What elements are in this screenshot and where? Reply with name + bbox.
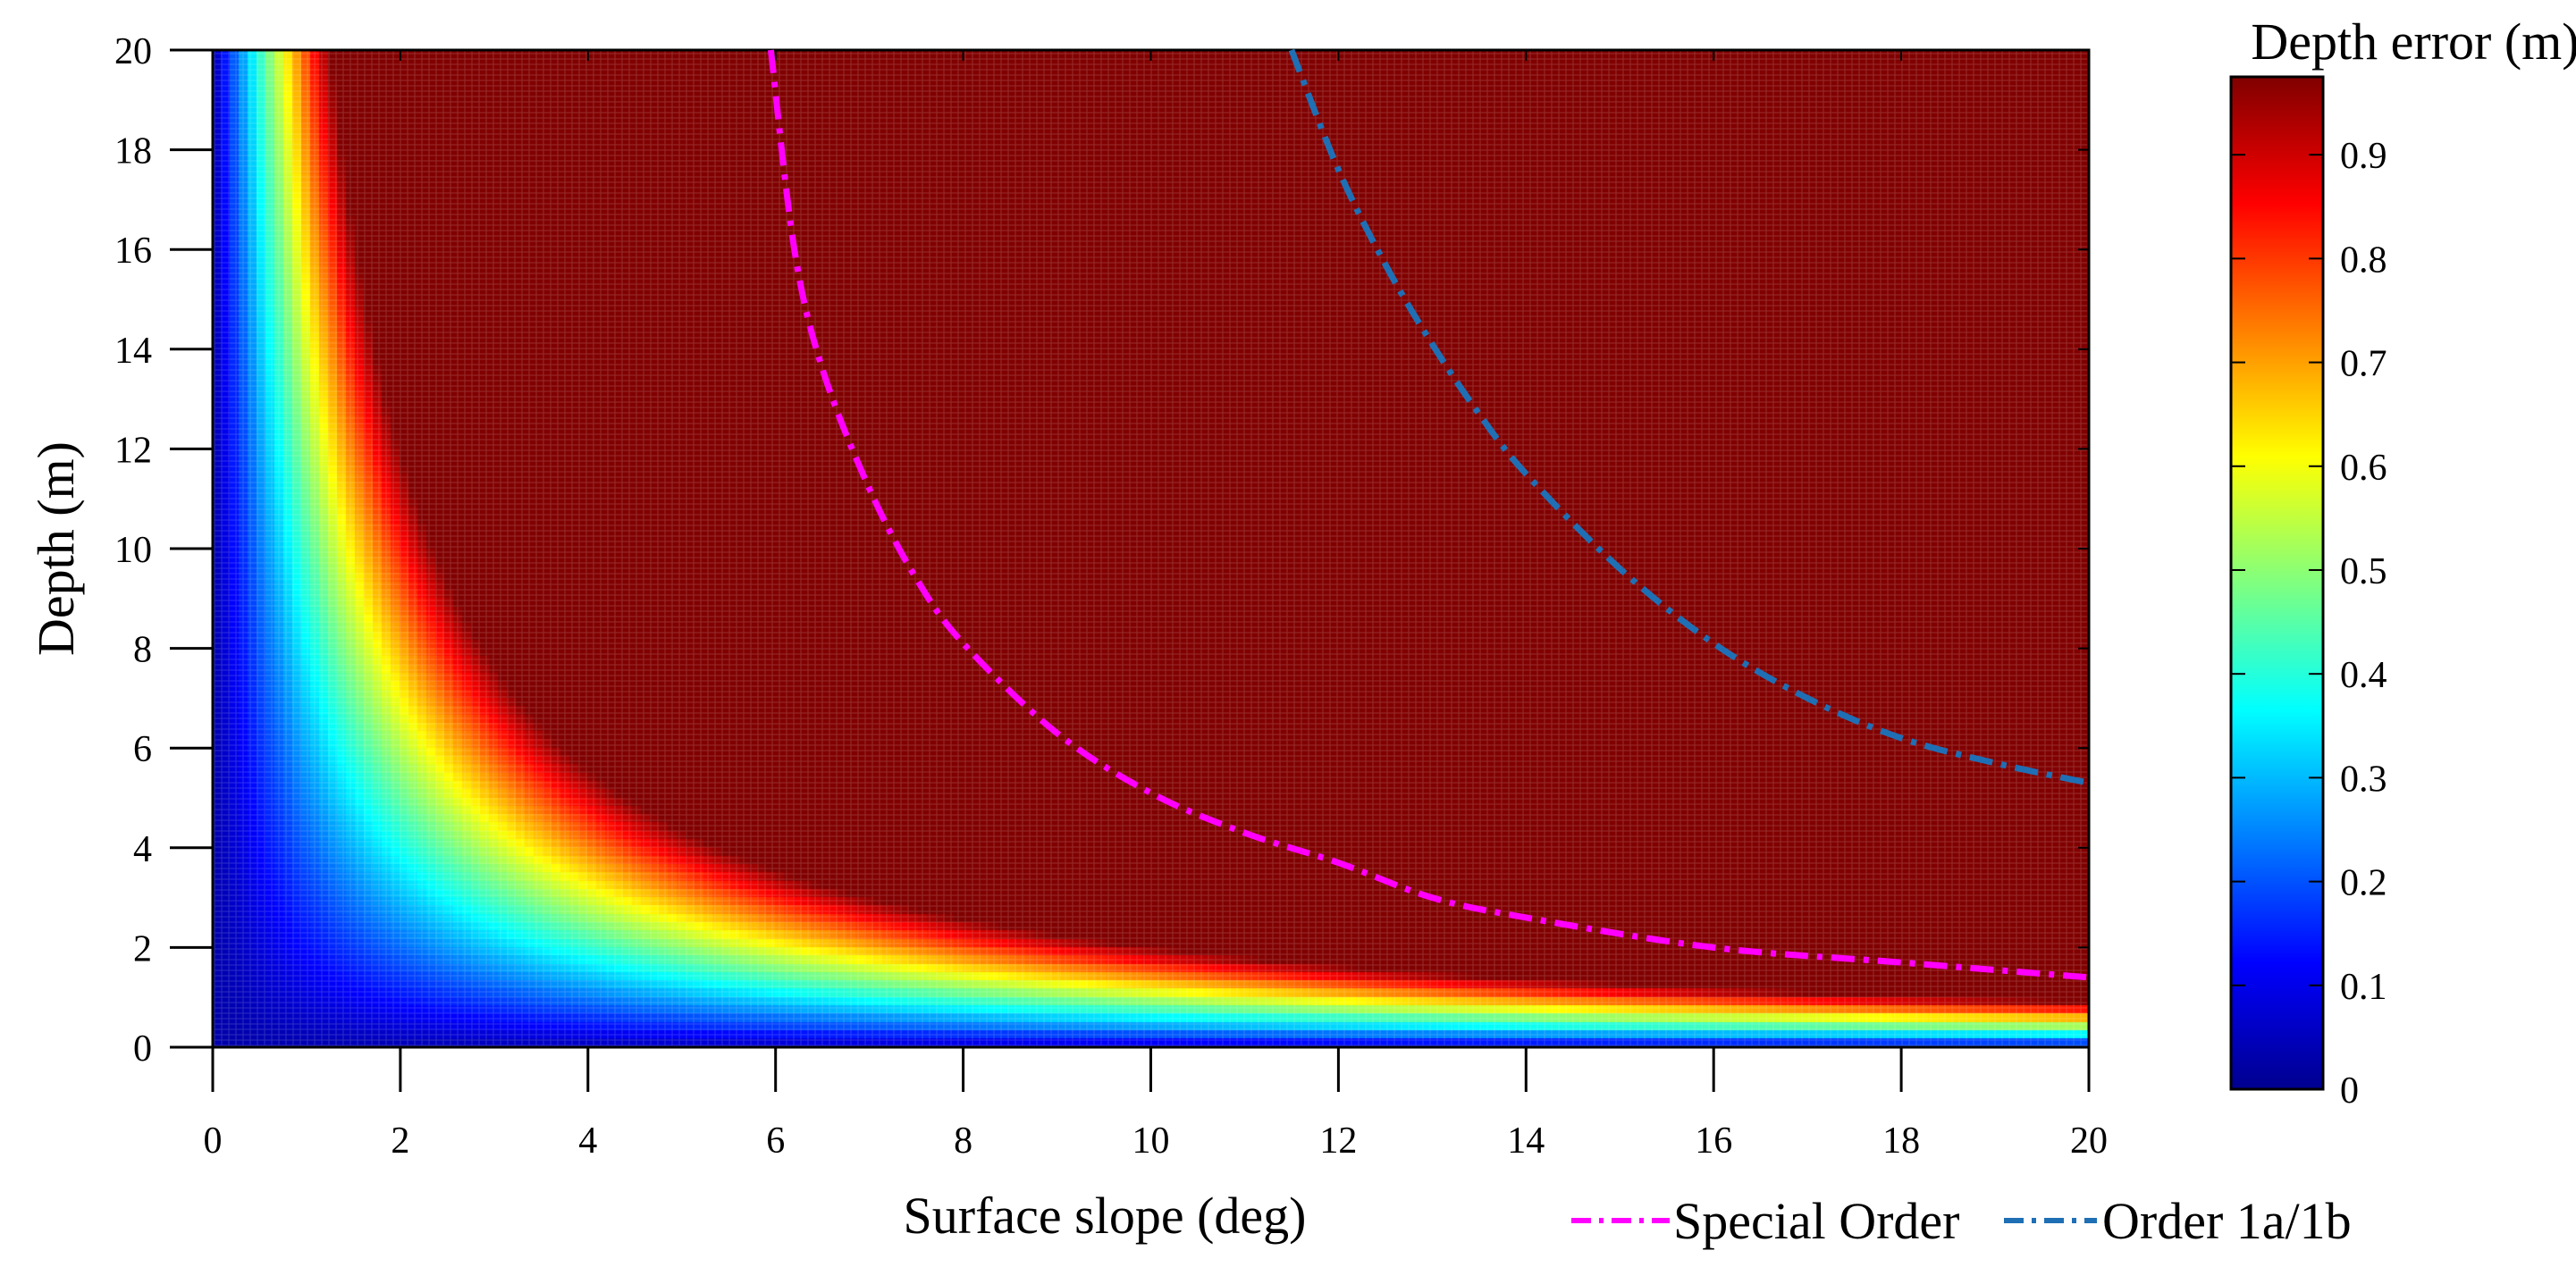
x-tick-label: 8 [954,1120,972,1162]
x-tick-label: 16 [1695,1120,1732,1162]
x-tick-label: 20 [2070,1120,2108,1162]
x-axis: 0 2 4 6 8 10 12 14 16 18 20 [204,50,2108,1162]
y-tick-label: 10 [114,530,152,571]
y-axis: 0 2 4 6 8 10 12 14 16 18 20 [114,31,2089,1070]
colorbar-tick-label: 0.6 [2340,448,2387,489]
y-tick-label: 20 [114,31,152,72]
x-axis-title: Surface slope (deg) [904,1187,1307,1245]
series-line-special-order [767,49,2090,981]
colorbar-title: Depth error (m) [2251,13,2576,71]
colorbar-tick-label: 0.5 [2340,551,2387,592]
x-tick-label: 0 [204,1120,223,1162]
legend: Special Order Order 1a/1b [1571,1192,2352,1250]
colorbar-tick-label: 0.8 [2340,239,2387,281]
contour-lines [767,48,2090,981]
colorbar-tick-label: 0.1 [2340,967,2387,1008]
colorbar-tick-label: 0.2 [2340,863,2387,904]
x-tick-label: 14 [1507,1120,1545,1162]
colorbar-ticks: 0 0.1 0.2 0.3 0.4 0.5 0.6 0.7 0.8 0.9 [2231,136,2387,1112]
colorbar-tick-label: 0.7 [2340,344,2387,385]
y-tick-label: 0 [133,1028,152,1070]
y-tick-label: 16 [114,231,152,272]
y-tick-label: 18 [114,131,152,172]
colorbar-tick-label: 0.9 [2340,136,2387,177]
colorbar-tick-label: 0.4 [2340,655,2387,696]
legend-label-special-order: Special Order [1673,1192,1959,1250]
colorbar [2229,75,2325,1091]
x-tick-label: 2 [391,1120,409,1162]
x-tick-label: 10 [1132,1120,1170,1162]
y-tick-label: 12 [114,430,152,471]
legend-label-order-1a-1b: Order 1a/1b [2102,1192,2352,1250]
y-tick-label: 14 [114,331,152,372]
x-tick-label: 18 [1882,1120,1920,1162]
y-tick-label: 6 [133,729,152,770]
y-axis-title: Depth (m) [27,441,85,656]
x-tick-label: 12 [1319,1120,1357,1162]
x-tick-label: 4 [578,1120,597,1162]
heatmap-mesh-overlay [213,50,2089,1047]
y-tick-label: 2 [133,928,152,969]
y-tick-label: 4 [133,829,152,870]
colorbar-tick-label: 0.3 [2340,759,2387,800]
x-tick-label: 6 [766,1120,785,1162]
y-tick-label: 8 [133,630,152,671]
colorbar-tick-label: 0 [2340,1070,2359,1112]
series-line-order-1a-1b [1288,48,2090,786]
